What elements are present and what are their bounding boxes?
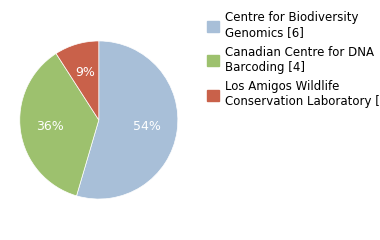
Wedge shape — [56, 41, 99, 120]
Text: 36%: 36% — [36, 120, 64, 133]
Wedge shape — [76, 41, 178, 199]
Wedge shape — [20, 54, 99, 196]
Legend: Centre for Biodiversity
Genomics [6], Canadian Centre for DNA
Barcoding [4], Los: Centre for Biodiversity Genomics [6], Ca… — [207, 11, 380, 108]
Text: 9%: 9% — [75, 66, 95, 79]
Text: 54%: 54% — [133, 120, 161, 133]
